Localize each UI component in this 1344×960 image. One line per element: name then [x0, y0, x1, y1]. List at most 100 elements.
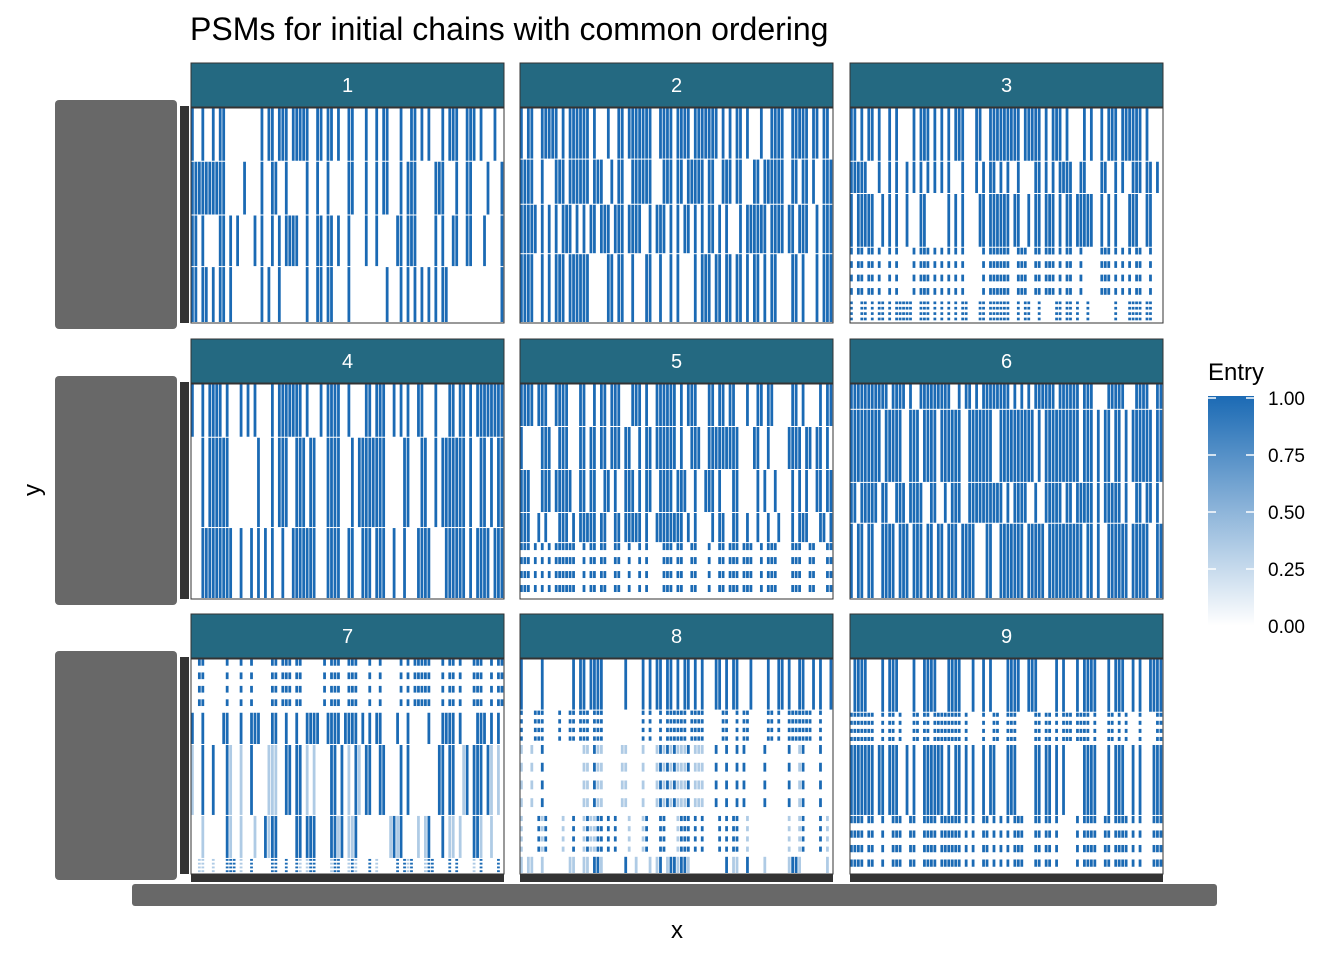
heatmap-cell: [787, 727, 791, 733]
heatmap-cell: [999, 482, 1003, 523]
heatmap-cell: [253, 712, 257, 744]
heatmap-cell: [870, 384, 874, 409]
heatmap-cell: [662, 846, 666, 852]
heatmap-cell: [424, 858, 427, 861]
heatmap-cell: [554, 543, 558, 551]
heatmap-cell: [926, 815, 930, 824]
heatmap-cell: [1020, 261, 1024, 268]
heatmap-cell: [860, 523, 864, 598]
heatmap-cell: [926, 745, 930, 815]
heatmap-cell: [888, 409, 892, 482]
heatmap-cell: [599, 585, 603, 593]
heatmap-cell: [399, 745, 403, 815]
heatmap-cell: [448, 858, 452, 861]
heatmap-cell: [860, 859, 864, 867]
heatmap-cell: [860, 288, 864, 295]
heatmap-cell: [923, 736, 926, 741]
heatmap-cell: [964, 384, 968, 409]
heatmap-cell: [926, 844, 930, 853]
heatmap-cell: [992, 194, 996, 247]
heatmap-cell: [1138, 844, 1142, 853]
heatmap-cell: [683, 719, 687, 724]
heatmap-cell: [544, 513, 548, 543]
heatmap-cell: [895, 161, 898, 193]
heatmap-cell: [634, 159, 638, 204]
facet-strip-8: [519, 613, 834, 659]
heatmap-cell: [1121, 384, 1125, 409]
heatmap-cell: [926, 728, 930, 733]
heatmap-cell: [1058, 161, 1062, 193]
facet-strip-9: [849, 613, 1164, 659]
heatmap-cell: [540, 384, 544, 426]
heatmap-cell: [593, 826, 596, 832]
heatmap-cell: [260, 108, 264, 161]
heatmap-cell: [561, 836, 565, 842]
heatmap-cell: [947, 844, 951, 853]
heatmap-cell: [829, 659, 833, 710]
heatmap-cell: [957, 409, 961, 482]
heatmap-cell: [589, 836, 593, 842]
heatmap-cell: [479, 672, 483, 680]
heatmap-cell: [690, 159, 694, 204]
heatmap-cell: [593, 108, 596, 159]
heatmap-cell: [912, 844, 916, 853]
heatmap-cell: [520, 384, 523, 426]
heatmap-cell: [540, 470, 544, 512]
heatmap-cell: [999, 306, 1003, 310]
heatmap-cell: [659, 659, 662, 710]
heatmap-cells-7: [191, 659, 504, 873]
heatmap-cell: [277, 384, 281, 437]
heatmap-cell: [568, 856, 572, 873]
heatmap-cell: [662, 108, 666, 159]
heatmap-cell: [458, 685, 462, 693]
heatmap-cell: [490, 659, 493, 666]
heatmap-cell: [603, 204, 607, 254]
facet-border-5: [519, 383, 834, 600]
heatmap-cell: [950, 712, 954, 717]
heatmap-cell: [211, 437, 215, 528]
heatmap-cell: [1044, 288, 1048, 295]
heatmap-cell: [589, 470, 593, 512]
heatmap-cell: [1020, 830, 1024, 838]
heatmap-cell: [1013, 745, 1017, 815]
heatmap-cell: [302, 437, 306, 528]
heatmap-cell: [526, 557, 530, 565]
heatmap-cell: [860, 108, 864, 161]
heatmap-cell: [284, 745, 288, 815]
heatmap-cell: [989, 306, 992, 310]
heatmap-cell: [982, 288, 985, 295]
heatmap-cell: [933, 247, 937, 255]
heatmap-cell: [1114, 261, 1118, 268]
heatmap-cell: [1048, 247, 1052, 255]
heatmap-cell: [735, 719, 739, 724]
heatmap-cell: [274, 712, 278, 744]
heatmap-cell: [582, 513, 586, 543]
heatmap-cell: [1117, 712, 1121, 717]
heatmap-cell: [330, 108, 333, 161]
heatmap-cell: [679, 557, 683, 565]
heatmap-cell: [1065, 274, 1069, 282]
heatmap-cell: [638, 427, 642, 469]
heatmap-cell: [225, 712, 229, 744]
y-tick-marks-3: [180, 657, 189, 874]
heatmap-cell: [441, 685, 445, 693]
heatmap-cell: [954, 301, 958, 305]
heatmap-cell: [201, 384, 205, 437]
heatmap-cell: [420, 528, 424, 598]
heatmap-cell: [662, 159, 666, 204]
heatmap-cell: [933, 712, 937, 717]
heatmap-cell: [465, 161, 469, 215]
heatmap-cell: [961, 161, 965, 193]
heatmap-cell: [1086, 659, 1090, 712]
heatmap-cell: [204, 267, 208, 322]
heatmap-cell: [1044, 844, 1048, 853]
heatmap-cell: [867, 523, 871, 598]
heatmap-cell: [558, 727, 562, 733]
heatmap-cell: [735, 470, 739, 512]
heatmap-cell: [926, 108, 930, 161]
heatmap-cell: [856, 274, 860, 282]
heatmap-cell: [870, 247, 874, 255]
heatmap-cell: [700, 659, 704, 710]
heatmap-cell: [856, 161, 860, 193]
heatmap-cell: [819, 427, 822, 469]
